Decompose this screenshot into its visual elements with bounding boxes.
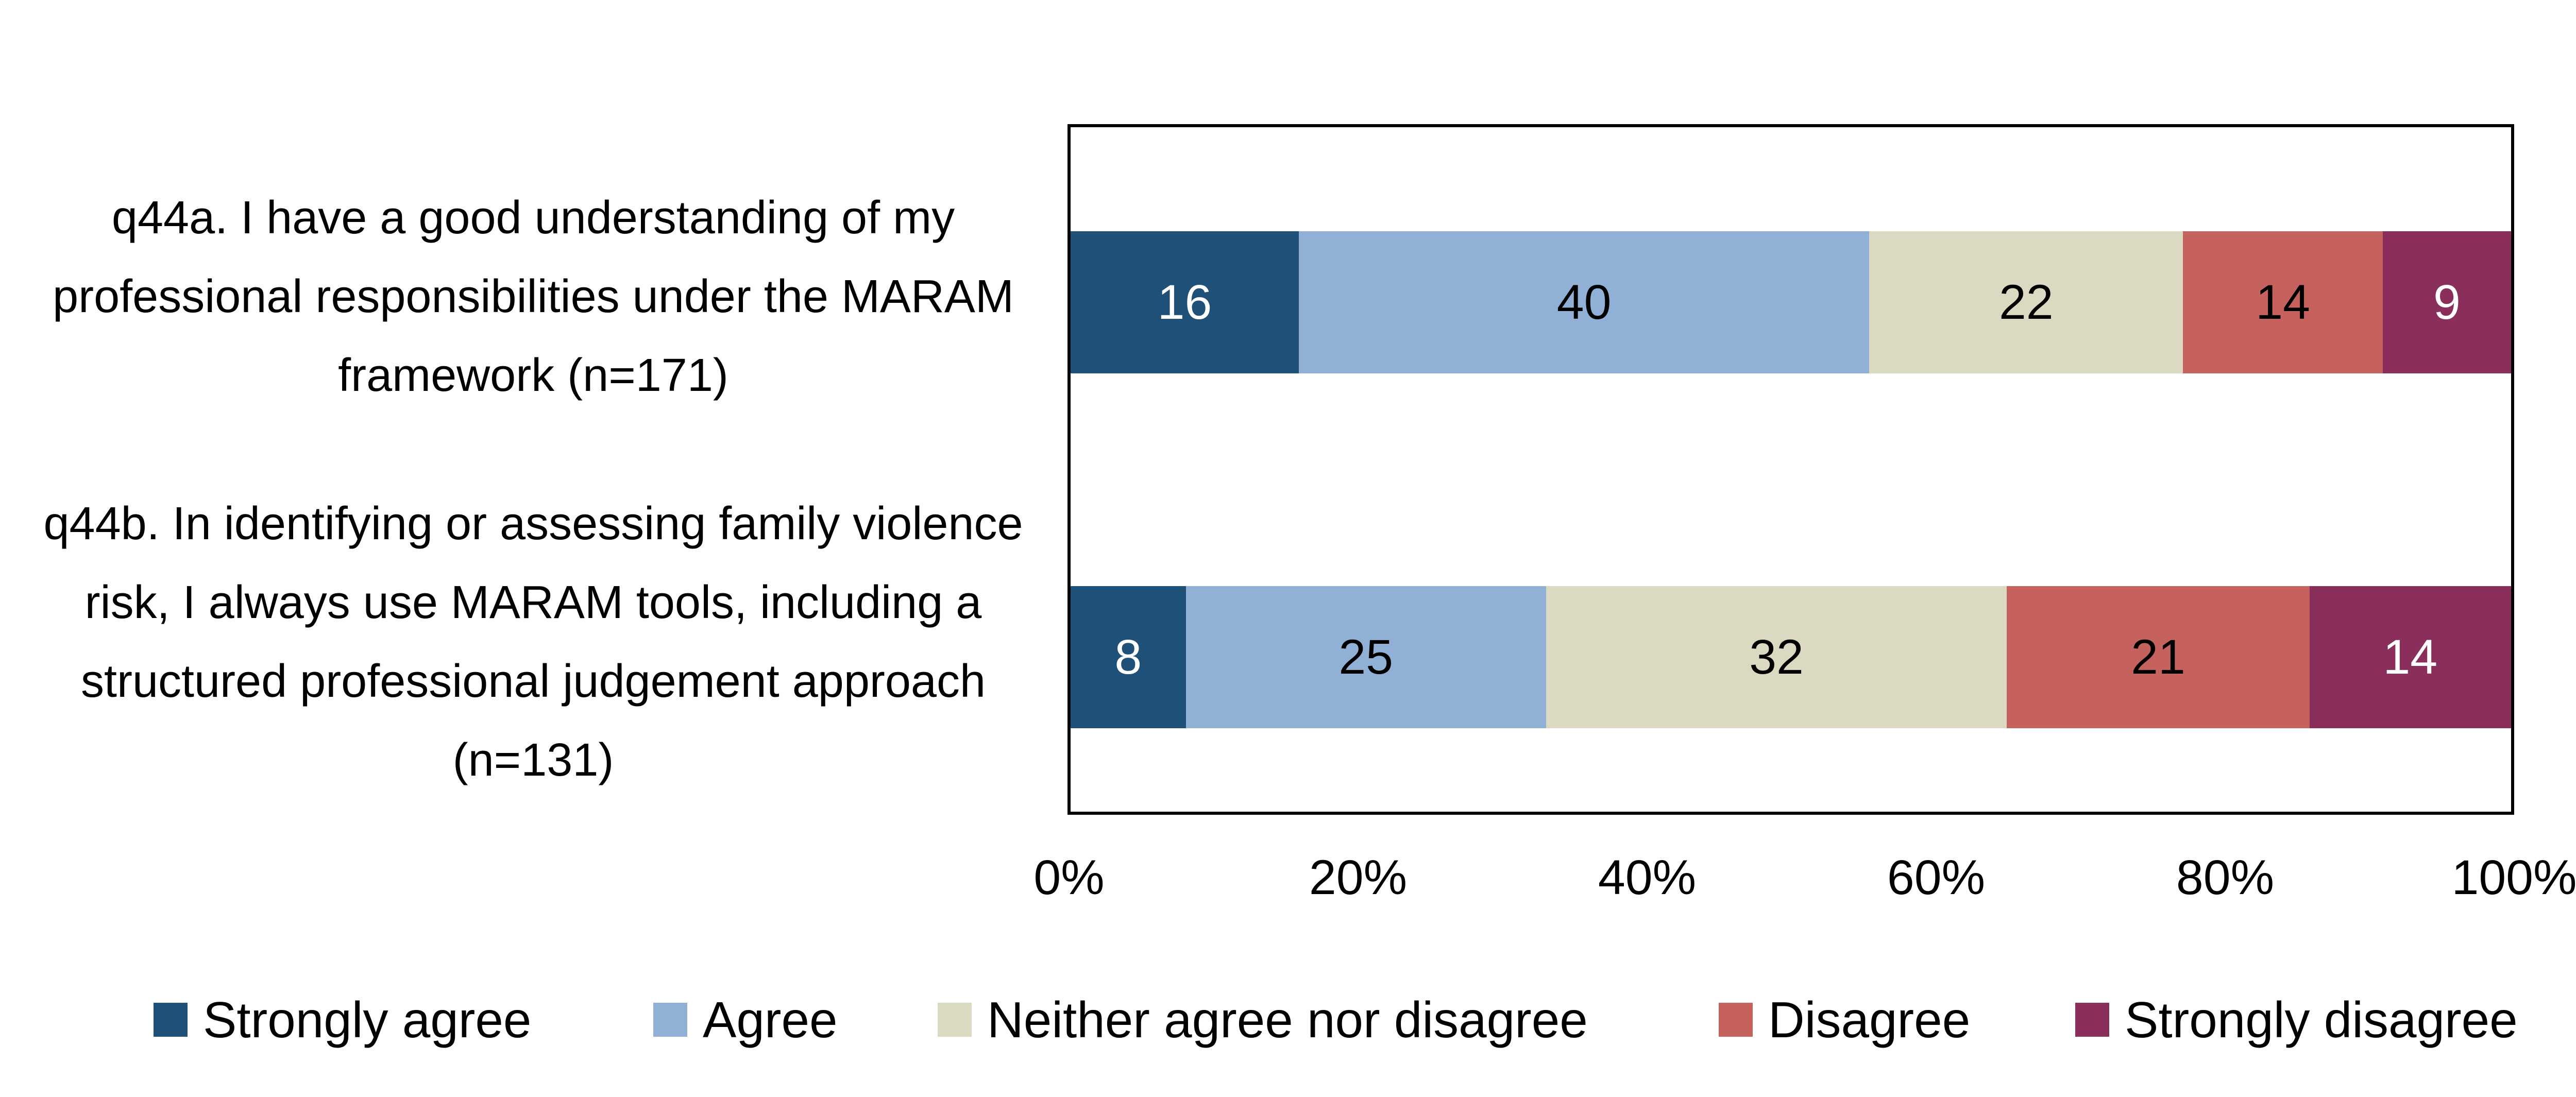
segment-value: 22 <box>1998 275 2054 330</box>
bar-row: 8 25 32 21 14 <box>1071 586 2511 728</box>
legend-swatch <box>154 1003 188 1037</box>
bar-segment-disagree: 21 <box>2007 586 2310 728</box>
legend-item: Strongly agree <box>154 981 531 1058</box>
legend-item: Strongly disagree <box>2075 981 2518 1058</box>
legend-label: Strongly disagree <box>2125 991 2518 1048</box>
bar-segment-agree: 25 <box>1185 586 1546 728</box>
legend-label: Agree <box>703 991 838 1048</box>
x-tick-label: 0% <box>1033 850 1105 905</box>
segment-value: 25 <box>1338 629 1394 684</box>
segment-value: 14 <box>2256 275 2310 330</box>
legend-swatch <box>2075 1003 2109 1037</box>
segment-value: 40 <box>1556 275 1612 330</box>
legend-label: Disagree <box>1768 991 1971 1048</box>
segment-value: 32 <box>1749 629 1804 684</box>
bar-segment-disagree: 14 <box>2183 231 2383 373</box>
bar-segment-strongly-disagree: 9 <box>2382 231 2512 373</box>
legend-swatch <box>653 1003 687 1037</box>
legend-swatch <box>1719 1003 1753 1037</box>
segment-value: 16 <box>1157 275 1212 330</box>
category-label: q44a. I have a good understanding of my … <box>53 192 1014 401</box>
category-label: q44b. In identifying or assessing family… <box>43 498 1023 786</box>
x-tick-label: 40% <box>1598 850 1697 905</box>
segment-value: 8 <box>1114 629 1142 684</box>
bar-segment-neither-agree-nor-disagree: 32 <box>1546 586 2007 728</box>
bar-segment-neither-agree-nor-disagree: 22 <box>1869 231 2183 373</box>
legend-label: Neither agree nor disagree <box>987 991 1588 1048</box>
bar-segment-strongly-agree: 16 <box>1071 231 1299 373</box>
legend-swatch <box>938 1003 972 1037</box>
bar-segment-strongly-agree: 8 <box>1071 586 1186 728</box>
segment-value: 14 <box>2383 629 2438 684</box>
x-tick-label: 80% <box>2176 850 2275 905</box>
bar-row: 16 40 22 14 9 <box>1071 231 2512 373</box>
legend-item: Neither agree nor disagree <box>938 981 1588 1058</box>
bar-segment-agree: 40 <box>1298 231 1870 373</box>
legend-item: Agree <box>653 981 838 1058</box>
plot-area: 16 40 22 14 9 8 25 32 21 14 <box>1067 124 2514 815</box>
bar-segment-strongly-disagree: 14 <box>2309 586 2511 728</box>
x-tick-label: 20% <box>1309 850 1408 905</box>
segment-value: 9 <box>2433 275 2461 330</box>
x-tick-label: 60% <box>1887 850 1986 905</box>
legend: Strongly agree Agree Neither agree nor dis… <box>0 981 2576 1058</box>
legend-label: Strongly agree <box>203 991 532 1048</box>
x-tick-label: 100% <box>2451 850 2576 905</box>
legend-item: Disagree <box>1719 981 1970 1058</box>
segment-value: 21 <box>2131 629 2185 684</box>
